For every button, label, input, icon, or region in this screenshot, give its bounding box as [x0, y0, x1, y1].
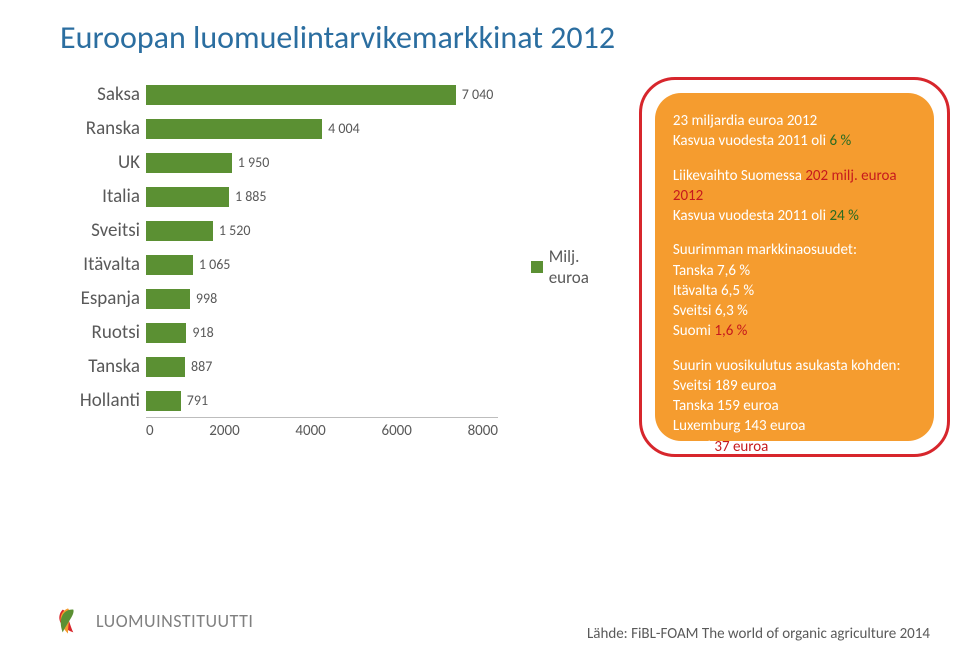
x-axis: 0 2000 4000 6000 8000: [146, 417, 498, 440]
source-footer: Lähde: FiBL-FOAM The world of organic ag…: [587, 625, 930, 643]
bar-category-label: Sveitsi: [50, 219, 146, 242]
x-tick-label: 4000: [295, 422, 325, 440]
x-tick-label: 8000: [468, 422, 498, 440]
bar-category-label: UK: [50, 151, 146, 174]
bar: 4 004: [146, 119, 322, 139]
bar-value-label: 887: [185, 357, 212, 377]
bar-row: Sveitsi1 520: [50, 213, 521, 247]
logo: LUOMUINSTITUUTTI: [50, 603, 253, 639]
bar-value-label: 1 065: [193, 255, 231, 275]
bar-track: 4 004: [146, 111, 521, 145]
bar-row: UK1 950: [50, 145, 521, 179]
bar-row: Itävalta1 065: [50, 247, 521, 281]
bar: 998: [146, 289, 190, 309]
bar-track: 1 950: [146, 145, 521, 179]
bar-value-label: 791: [181, 391, 208, 411]
bar-track: 7 040: [146, 77, 521, 111]
bar-value-label: 998: [190, 289, 217, 309]
bar-track: 887: [146, 349, 521, 383]
bar-row: Tanska887: [50, 349, 521, 383]
main-content: Saksa7 040Ranska4 004UK1 950Italia1 885S…: [0, 67, 960, 457]
bar-value-label: 1 950: [232, 153, 270, 173]
bar: 1 065: [146, 255, 193, 275]
bar: 918: [146, 323, 186, 343]
bar-category-label: Ruotsi: [50, 321, 146, 344]
bar: 887: [146, 357, 185, 377]
info-card: 23 miljardia euroa 2012 Kasvua vuodesta …: [639, 77, 950, 457]
card-body: 23 miljardia euroa 2012 Kasvua vuodesta …: [655, 93, 934, 441]
bar-row: Saksa7 040: [50, 77, 521, 111]
bar-row: Italia1 885: [50, 179, 521, 213]
bar-row: Espanja998: [50, 281, 521, 315]
bar-row: Hollanti791: [50, 383, 521, 417]
bar: 791: [146, 391, 181, 411]
bar-row: Ruotsi918: [50, 315, 521, 349]
bar-row: Ranska4 004: [50, 111, 521, 145]
bar-category-label: Itävalta: [50, 253, 146, 276]
bar-track: 791: [146, 383, 521, 417]
bar-value-label: 1 520: [213, 221, 251, 241]
logo-text: LUOMUINSTITUUTTI: [96, 610, 253, 632]
bar: 7 040: [146, 85, 456, 105]
leaf-icon: [50, 603, 86, 639]
bar-track: 998: [146, 281, 521, 315]
card-section-total: 23 miljardia euroa 2012 Kasvua vuodesta …: [673, 111, 916, 152]
bar-value-label: 7 040: [456, 85, 494, 105]
legend-label: Milj. euroa: [549, 246, 619, 288]
x-tick-label: 0: [146, 422, 154, 440]
bar-category-label: Italia: [50, 185, 146, 208]
bar-chart: Saksa7 040Ranska4 004UK1 950Italia1 885S…: [20, 77, 521, 457]
chart-legend: Milj. euroa: [531, 77, 618, 457]
x-tick-label: 6000: [381, 422, 411, 440]
card-section-finland: Liikevaihto Suomessa 202 milj. euroa 201…: [673, 166, 916, 227]
bar: 1 950: [146, 153, 232, 173]
page-title: Euroopan luomuelintarvikemarkkinat 2012: [0, 0, 960, 67]
bar-value-label: 4 004: [322, 119, 360, 139]
bar-track: 1 520: [146, 213, 521, 247]
bar-category-label: Hollanti: [50, 389, 146, 412]
bar-value-label: 1 885: [229, 187, 267, 207]
legend-swatch: [531, 261, 542, 273]
bar-category-label: Saksa: [50, 83, 146, 106]
bar-track: 918: [146, 315, 521, 349]
bar-category-label: Tanska: [50, 355, 146, 378]
bar: 1 520: [146, 221, 213, 241]
bar: 1 885: [146, 187, 229, 207]
bar-category-label: Ranska: [50, 117, 146, 140]
x-tick-label: 2000: [209, 422, 239, 440]
bar-category-label: Espanja: [50, 287, 146, 310]
bar-track: 1 065: [146, 247, 521, 281]
card-section-shares: Suurimman markkinaosuudet: Tanska 7,6 % …: [673, 240, 916, 341]
bar-track: 1 885: [146, 179, 521, 213]
card-section-percapita: Suurin vuosikulutus asukasta kohden: Sve…: [673, 356, 916, 457]
bar-value-label: 918: [186, 323, 213, 343]
